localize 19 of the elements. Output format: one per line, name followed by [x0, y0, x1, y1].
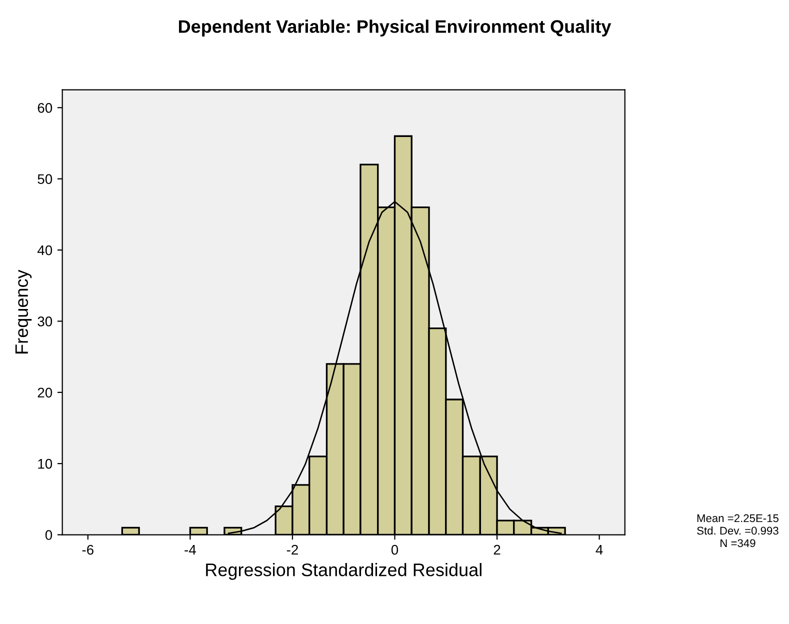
y-tick-label: 0 — [45, 530, 52, 540]
y-tick-label: 20 — [38, 388, 52, 398]
y-axis-title: Frequency — [15, 270, 32, 354]
chart-title: Dependent Variable: Physical Environment Quality — [178, 20, 612, 36]
x-tick-label: -2 — [286, 544, 298, 555]
y-tick-label: 10 — [38, 458, 52, 469]
y-tick-label: 30 — [38, 316, 52, 326]
x-tick-label: -6 — [82, 544, 94, 555]
text: N =349 — [720, 539, 756, 548]
text: Std. Dev. =0.993 — [697, 526, 778, 535]
x-tick-label: 2 — [494, 544, 500, 555]
y-tick-label: 50 — [38, 174, 52, 184]
text: Mean =2.25E-15 — [697, 514, 778, 522]
x-tick-label: 0 — [391, 544, 398, 555]
x-axis-title: Regression Standardized Residual — [206, 562, 482, 580]
x-tick-label: -4 — [184, 545, 196, 555]
y-tick-label: 60 — [38, 102, 52, 113]
y-tick-label: 40 — [37, 245, 52, 256]
x-tick-label: 4 — [596, 545, 603, 555]
